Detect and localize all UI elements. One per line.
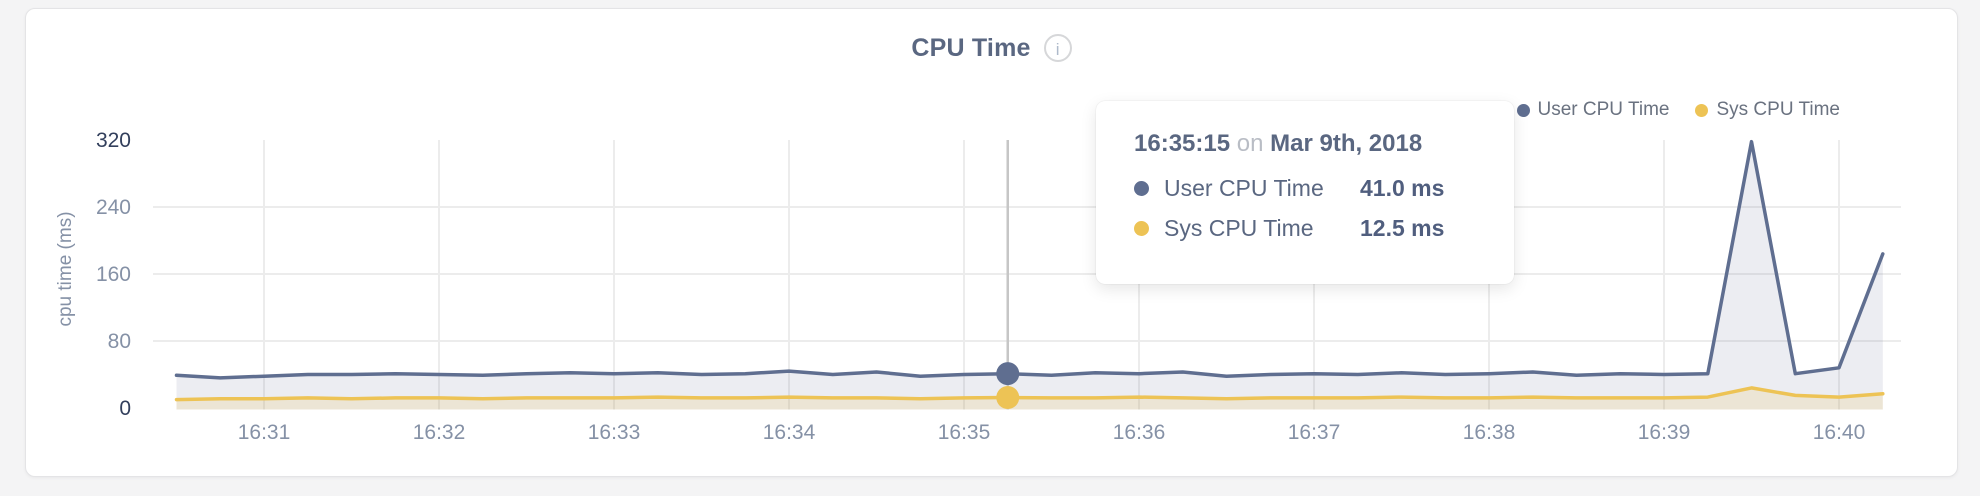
cpu-time-chart[interactable]: 0 80 160 240 320 16:31 16:32 16:33 16:34 16:35 16:… bbox=[26, 9, 1959, 478]
tooltip-time: 16:35:15 bbox=[1134, 130, 1231, 157]
tooltip-series-value: 41.0 ms bbox=[1360, 175, 1445, 201]
tooltip-series-label: User CPU Time bbox=[1164, 175, 1324, 201]
x-tick-label: 16:40 bbox=[1813, 421, 1866, 444]
info-circle-icon[interactable]: i bbox=[1043, 34, 1072, 62]
x-tick-label: 16:32 bbox=[413, 421, 466, 444]
x-tick-label: 16:35 bbox=[938, 421, 991, 444]
x-tick-label: 16:36 bbox=[1113, 421, 1166, 444]
x-tick-label: 16:38 bbox=[1463, 421, 1516, 444]
tooltip-date: Mar 9th, 2018 bbox=[1270, 130, 1423, 157]
user-hover-marker[interactable] bbox=[996, 362, 1020, 386]
y-tick-label: 0 bbox=[119, 397, 131, 420]
chart-legend: User CPU Time Sys CPU Time bbox=[1516, 99, 1840, 121]
tooltip-timestamp: 16:35:15 on Mar 9th, 2018 bbox=[1134, 130, 1494, 158]
x-tick-label: 16:31 bbox=[238, 421, 291, 444]
x-tick-label: 16:33 bbox=[588, 421, 641, 444]
y-tick-label: 240 bbox=[96, 196, 131, 219]
user-cpu-area bbox=[176, 141, 1883, 410]
legend-label: Sys CPU Time bbox=[1716, 99, 1840, 120]
legend-label: User CPU Time bbox=[1537, 99, 1670, 120]
tooltip-row-sys-cpu: Sys CPU Time 12.5 ms bbox=[1134, 215, 1494, 242]
x-tick-label: 16:37 bbox=[1288, 421, 1341, 444]
cpu-time-panel: CPU Time i User CPU Time Sys CPU Time 0 8… bbox=[25, 8, 1958, 477]
tooltip-series-value: 12.5 ms bbox=[1360, 215, 1445, 241]
legend-item-user-cpu-time[interactable]: User CPU Time bbox=[1516, 99, 1670, 121]
tooltip-row-user-cpu: User CPU Time 41.0 ms bbox=[1134, 175, 1494, 202]
y-tick-label: 320 bbox=[96, 129, 131, 152]
x-tick-label: 16:39 bbox=[1638, 421, 1691, 444]
sys-hover-marker[interactable] bbox=[996, 386, 1020, 410]
sys-series-dot-icon bbox=[1695, 103, 1709, 117]
y-tick-label: 80 bbox=[108, 330, 131, 353]
sys-series-dot-icon bbox=[1134, 221, 1149, 236]
user-series-dot-icon bbox=[1134, 181, 1149, 196]
legend-item-sys-cpu-time[interactable]: Sys CPU Time bbox=[1695, 99, 1840, 121]
sys-cpu-line bbox=[174, 386, 1885, 402]
y-axis-title: cpu time (ms) bbox=[55, 211, 76, 326]
user-series-dot-icon bbox=[1516, 103, 1530, 117]
chart-header: CPU Time i bbox=[26, 31, 1957, 65]
chart-tooltip: 16:35:15 on Mar 9th, 2018 User CPU Time … bbox=[1096, 101, 1514, 284]
tooltip-connector: on bbox=[1236, 130, 1264, 157]
y-tick-label: 160 bbox=[96, 263, 131, 286]
x-tick-label: 16:34 bbox=[763, 421, 816, 444]
tooltip-series-label: Sys CPU Time bbox=[1164, 215, 1314, 241]
chart-title: CPU Time bbox=[911, 33, 1031, 62]
user-cpu-line bbox=[174, 139, 1885, 380]
